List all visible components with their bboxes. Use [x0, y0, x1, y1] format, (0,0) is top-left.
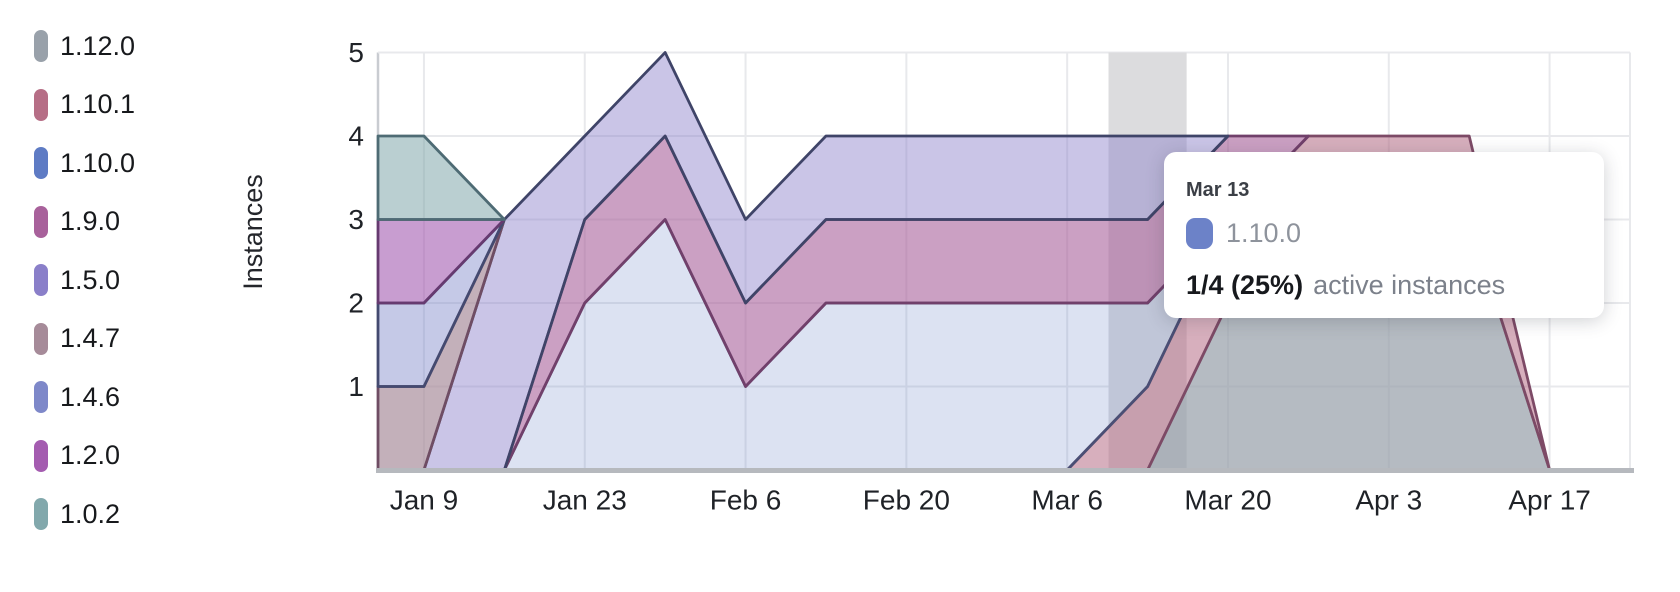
x-tick-label: Apr 3 — [1355, 485, 1422, 516]
legend-swatch-icon — [34, 147, 48, 180]
tooltip-series-row: 1.10.0 — [1186, 218, 1580, 249]
legend-item-label: 1.9.0 — [60, 206, 121, 237]
x-tick-label: Feb 6 — [710, 485, 782, 516]
legend: 1.12.0 1.10.1 1.10.0 1.9.0 1.5.0 1.4.7 1.4.6 1.… — [34, 17, 135, 544]
tooltip-value: 1/4 (25%) — [1186, 270, 1304, 300]
legend-item-label: 1.0.2 — [60, 498, 121, 529]
legend-swatch-icon — [34, 322, 48, 355]
tooltip-series-label: 1.10.0 — [1226, 218, 1302, 248]
legend-item-1.4.7[interactable]: 1.4.7 — [34, 310, 135, 369]
x-tick-label: Mar 20 — [1184, 485, 1271, 516]
tooltip-value-row: 1/4 (25%) active instances — [1186, 272, 1580, 299]
legend-item-1.10.1[interactable]: 1.10.1 — [34, 76, 135, 135]
y-tick-label: 4 — [348, 121, 364, 152]
y-tick-label: 5 — [348, 37, 364, 68]
y-tick-label: 1 — [348, 371, 364, 402]
x-tick-label: Jan 23 — [543, 485, 627, 516]
legend-item-1.0.2[interactable]: 1.0.2 — [34, 485, 135, 544]
legend-item-1.12.0[interactable]: 1.12.0 — [34, 17, 135, 76]
legend-swatch-icon — [34, 498, 48, 531]
legend-item-1.9.0[interactable]: 1.9.0 — [34, 193, 135, 252]
legend-item-label: 1.4.6 — [60, 381, 121, 412]
legend-swatch-icon — [34, 30, 48, 63]
tooltip-description: active instances — [1313, 270, 1506, 300]
x-tick-label: Apr 17 — [1508, 485, 1591, 516]
area-1.5.0[interactable] — [422, 51, 1230, 472]
series-swatch-icon — [1186, 218, 1213, 249]
area-1.0.2[interactable] — [376, 134, 506, 221]
legend-item-label: 1.5.0 — [60, 264, 121, 295]
legend-item-1.5.0[interactable]: 1.5.0 — [34, 251, 135, 310]
legend-item-label: 1.2.0 — [60, 440, 121, 471]
x-tick-label: Feb 20 — [863, 485, 950, 516]
legend-swatch-icon — [34, 439, 48, 472]
legend-item-1.10.0[interactable]: 1.10.0 — [34, 134, 135, 193]
y-tick-label: 3 — [348, 204, 364, 235]
legend-item-1.4.6[interactable]: 1.4.6 — [34, 368, 135, 427]
tooltip-date: Mar 13 — [1186, 179, 1250, 201]
legend-swatch-icon — [34, 264, 48, 297]
legend-swatch-icon — [34, 381, 48, 414]
legend-item-label: 1.12.0 — [60, 30, 136, 61]
legend-item-label: 1.10.0 — [60, 147, 136, 178]
legend-swatch-icon — [34, 205, 48, 238]
legend-item-label: 1.4.7 — [60, 323, 121, 354]
legend-swatch-icon — [34, 88, 48, 121]
y-tick-label: 2 — [348, 288, 364, 319]
x-tick-label: Jan 9 — [390, 485, 459, 516]
x-tick-label: Mar 6 — [1031, 485, 1103, 516]
chart-tooltip: Mar 13 1.10.0 1/4 (25%) active instances — [1164, 152, 1604, 318]
legend-item-1.2.0[interactable]: 1.2.0 — [34, 427, 135, 486]
legend-item-label: 1.10.1 — [60, 89, 136, 120]
